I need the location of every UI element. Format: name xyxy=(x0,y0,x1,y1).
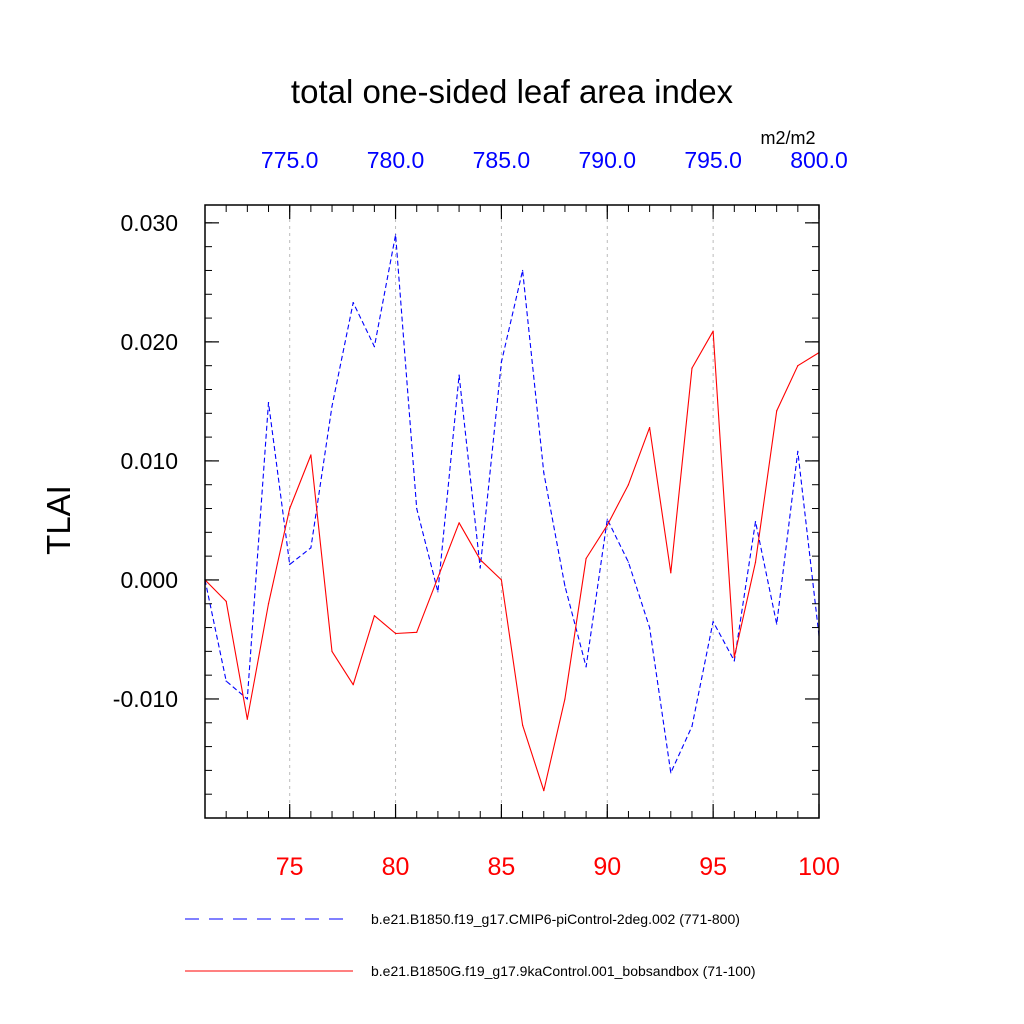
x-bottom-tick-label: 95 xyxy=(699,853,727,881)
series-2-point xyxy=(352,684,354,686)
series-2-point xyxy=(522,724,524,726)
series-2-point xyxy=(733,656,735,658)
series-2-point xyxy=(754,561,757,563)
series-2-point xyxy=(776,410,778,412)
series-1-point xyxy=(670,772,672,774)
series-2-point xyxy=(416,631,418,633)
series-2-point xyxy=(246,718,248,720)
series-1-point xyxy=(797,450,799,452)
series-2-point xyxy=(395,632,397,635)
series-2-point xyxy=(437,577,439,579)
axis-ticks xyxy=(204,205,820,819)
legend-label-1: b.e21.B1850.f19_g17.CMIP6-piControl-2deg… xyxy=(371,911,740,927)
y-tick-label: 0.030 xyxy=(120,210,178,236)
series-1-point xyxy=(458,374,460,376)
chart-title: total one-sided leaf area index xyxy=(291,73,734,110)
series-1-point xyxy=(543,472,545,474)
series-1-point xyxy=(416,507,418,510)
series-1-point xyxy=(691,725,693,727)
y-axis-label: TLAI xyxy=(40,485,77,555)
series-2-point xyxy=(225,600,227,603)
series-2-point xyxy=(331,650,333,653)
series-2-point xyxy=(373,615,375,617)
series-1-point xyxy=(776,623,778,625)
series-2-point xyxy=(458,522,460,524)
series-line-1 xyxy=(204,234,820,774)
series-1-point xyxy=(246,698,248,700)
series-2-point xyxy=(797,365,799,367)
legend: b.e21.B1850.f19_g17.CMIP6-piControl-2deg… xyxy=(185,911,756,979)
x-bottom-tick-label: 75 xyxy=(276,853,304,881)
x-top-tick-label: 775.0 xyxy=(261,147,319,173)
y-tick-label: 0.000 xyxy=(120,567,178,593)
y-tick-label: 0.010 xyxy=(120,448,178,474)
series-1-point xyxy=(437,591,439,593)
series-1-point xyxy=(649,627,651,629)
series-2-point xyxy=(585,557,587,560)
x-bottom-tick-label: 80 xyxy=(382,853,410,881)
series-2-point xyxy=(267,603,270,605)
series-2-point xyxy=(500,579,502,581)
x-bottom-tick-label: 90 xyxy=(593,853,621,881)
x-top-tick-label: 785.0 xyxy=(473,147,531,173)
y-tick-label: 0.020 xyxy=(120,329,178,355)
series-1-point xyxy=(606,518,608,520)
series-2-point xyxy=(627,484,630,486)
series-2-point xyxy=(289,507,291,510)
series-2-point xyxy=(543,790,545,792)
series-1-point xyxy=(522,269,524,272)
series-2-point xyxy=(691,367,693,369)
series-2-point xyxy=(649,427,651,429)
series-1-point xyxy=(585,666,587,668)
series-1-point xyxy=(289,563,291,566)
series-2-point xyxy=(670,572,672,574)
x-top-tick-label: 795.0 xyxy=(684,147,742,173)
series-1-point xyxy=(352,302,354,304)
series-1-point xyxy=(331,405,333,407)
series-1-point xyxy=(225,680,227,682)
series-1-point xyxy=(267,402,270,404)
x-top-tick-label: 790.0 xyxy=(578,147,636,173)
series-2-point xyxy=(606,524,608,526)
series-2-point xyxy=(310,454,312,456)
x-top-tick-label: 800.0 xyxy=(790,147,848,173)
legend-label-2: b.e21.B1850G.f19_g17.9kaControl.001_bobs… xyxy=(371,963,756,979)
y-tick-label: -0.010 xyxy=(113,686,178,712)
x-bottom-tick-label: 85 xyxy=(488,853,516,881)
series-1-point xyxy=(310,547,312,549)
series-1-point xyxy=(754,521,757,523)
series-2-point xyxy=(564,698,566,700)
x-bottom-tick-label: 100 xyxy=(798,853,840,881)
series-1-point xyxy=(479,567,481,569)
series-line-2 xyxy=(204,330,820,792)
series-2-point xyxy=(479,559,481,561)
series-1-point xyxy=(712,621,714,623)
series-1-point xyxy=(733,660,735,662)
axis-tick-labels: -0.010 0.000 0.010 0.020 0.030 75 80 85 90 95 100 7… xyxy=(113,147,848,881)
series-1-point xyxy=(564,585,566,587)
plot-frame xyxy=(204,204,820,819)
units-label: m2/m2 xyxy=(760,128,815,148)
series-1-point xyxy=(395,234,397,236)
series-1-point xyxy=(500,361,502,363)
series-1-point xyxy=(373,346,375,348)
series-1-point xyxy=(627,561,630,563)
x-top-tick-label: 780.0 xyxy=(367,147,425,173)
series-lines xyxy=(204,234,820,792)
series-2-point xyxy=(712,330,714,332)
